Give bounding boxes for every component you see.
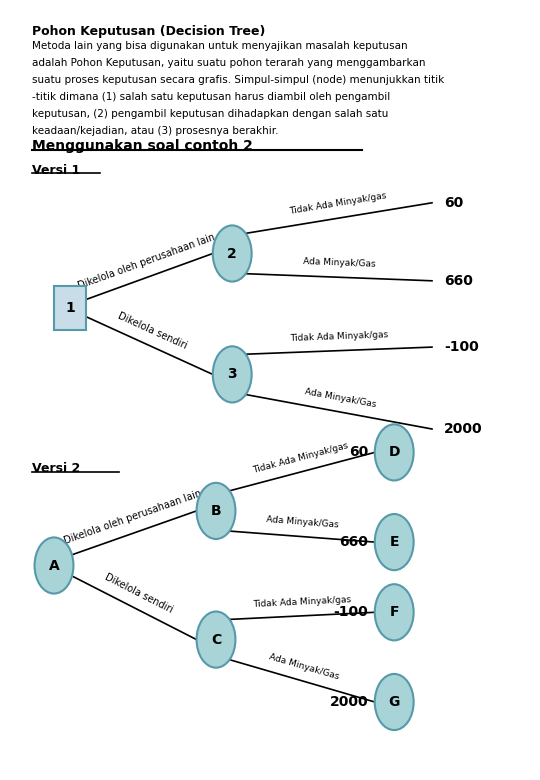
Text: Dikelola oleh perusahaan lain: Dikelola oleh perusahaan lain bbox=[77, 232, 217, 291]
Text: Versi 1: Versi 1 bbox=[32, 164, 80, 177]
Text: Dikelola oleh perusahaan lain: Dikelola oleh perusahaan lain bbox=[62, 488, 202, 546]
Text: Ada Minyak/Gas: Ada Minyak/Gas bbox=[266, 516, 339, 530]
FancyBboxPatch shape bbox=[54, 286, 86, 330]
Text: Ada Minyak/Gas: Ada Minyak/Gas bbox=[303, 257, 376, 269]
Text: 60: 60 bbox=[349, 445, 368, 459]
Text: Dikelola sendiri: Dikelola sendiri bbox=[103, 572, 174, 615]
Text: Versi 2: Versi 2 bbox=[32, 462, 80, 475]
Text: A: A bbox=[49, 558, 59, 573]
Text: Tidak Ada Minyak/gas: Tidak Ada Minyak/gas bbox=[253, 595, 352, 608]
Text: 2: 2 bbox=[227, 246, 237, 261]
Text: keadaan/kejadian, atau (3) prosesnya berakhir.: keadaan/kejadian, atau (3) prosesnya ber… bbox=[32, 126, 279, 136]
Text: Menggunakan soal contoh 2: Menggunakan soal contoh 2 bbox=[32, 139, 253, 153]
Text: -titik dimana (1) salah satu keputusan harus diambil oleh pengambil: -titik dimana (1) salah satu keputusan h… bbox=[32, 92, 390, 102]
Circle shape bbox=[197, 483, 235, 539]
Text: -100: -100 bbox=[444, 340, 478, 354]
Text: 660: 660 bbox=[444, 274, 472, 288]
Text: G: G bbox=[388, 695, 400, 709]
Text: Ada Minyak/Gas: Ada Minyak/Gas bbox=[304, 387, 377, 409]
Text: adalah Pohon Keputusan, yaitu suatu pohon terarah yang menggambarkan: adalah Pohon Keputusan, yaitu suatu poho… bbox=[32, 58, 426, 68]
Text: C: C bbox=[211, 633, 221, 647]
Text: E: E bbox=[389, 535, 399, 549]
Text: keputusan, (2) pengambil keputusan dihadapkan dengan salah satu: keputusan, (2) pengambil keputusan dihad… bbox=[32, 109, 389, 119]
Text: Tidak Ada Minyak/gas: Tidak Ada Minyak/gas bbox=[252, 441, 349, 475]
Text: 2000: 2000 bbox=[329, 695, 368, 709]
Text: Dikelola sendiri: Dikelola sendiri bbox=[117, 310, 189, 351]
Text: Pohon Keputusan (Decision Tree): Pohon Keputusan (Decision Tree) bbox=[32, 25, 266, 38]
Text: 660: 660 bbox=[340, 535, 368, 549]
Text: 3: 3 bbox=[227, 367, 237, 381]
Circle shape bbox=[375, 584, 414, 640]
Text: -100: -100 bbox=[334, 605, 368, 619]
Circle shape bbox=[197, 612, 235, 668]
Circle shape bbox=[375, 514, 414, 570]
Circle shape bbox=[375, 424, 414, 480]
Text: 2000: 2000 bbox=[444, 422, 483, 436]
Text: D: D bbox=[388, 445, 400, 459]
Text: F: F bbox=[389, 605, 399, 619]
Text: 1: 1 bbox=[65, 301, 75, 315]
Circle shape bbox=[213, 346, 252, 402]
Text: B: B bbox=[211, 504, 221, 518]
Circle shape bbox=[35, 537, 73, 594]
Text: Tidak Ada Minyak/gas: Tidak Ada Minyak/gas bbox=[289, 192, 387, 217]
Text: Ada Minyak/Gas: Ada Minyak/Gas bbox=[268, 653, 340, 682]
Circle shape bbox=[213, 225, 252, 282]
Circle shape bbox=[375, 674, 414, 730]
Text: suatu proses keputusan secara grafis. Simpul-simpul (node) menunjukkan titik: suatu proses keputusan secara grafis. Si… bbox=[32, 75, 444, 85]
Text: Metoda lain yang bisa digunakan untuk menyajikan masalah keputusan: Metoda lain yang bisa digunakan untuk me… bbox=[32, 41, 408, 51]
Text: 60: 60 bbox=[444, 196, 463, 210]
Text: Tidak Ada Minyak/gas: Tidak Ada Minyak/gas bbox=[289, 330, 388, 343]
